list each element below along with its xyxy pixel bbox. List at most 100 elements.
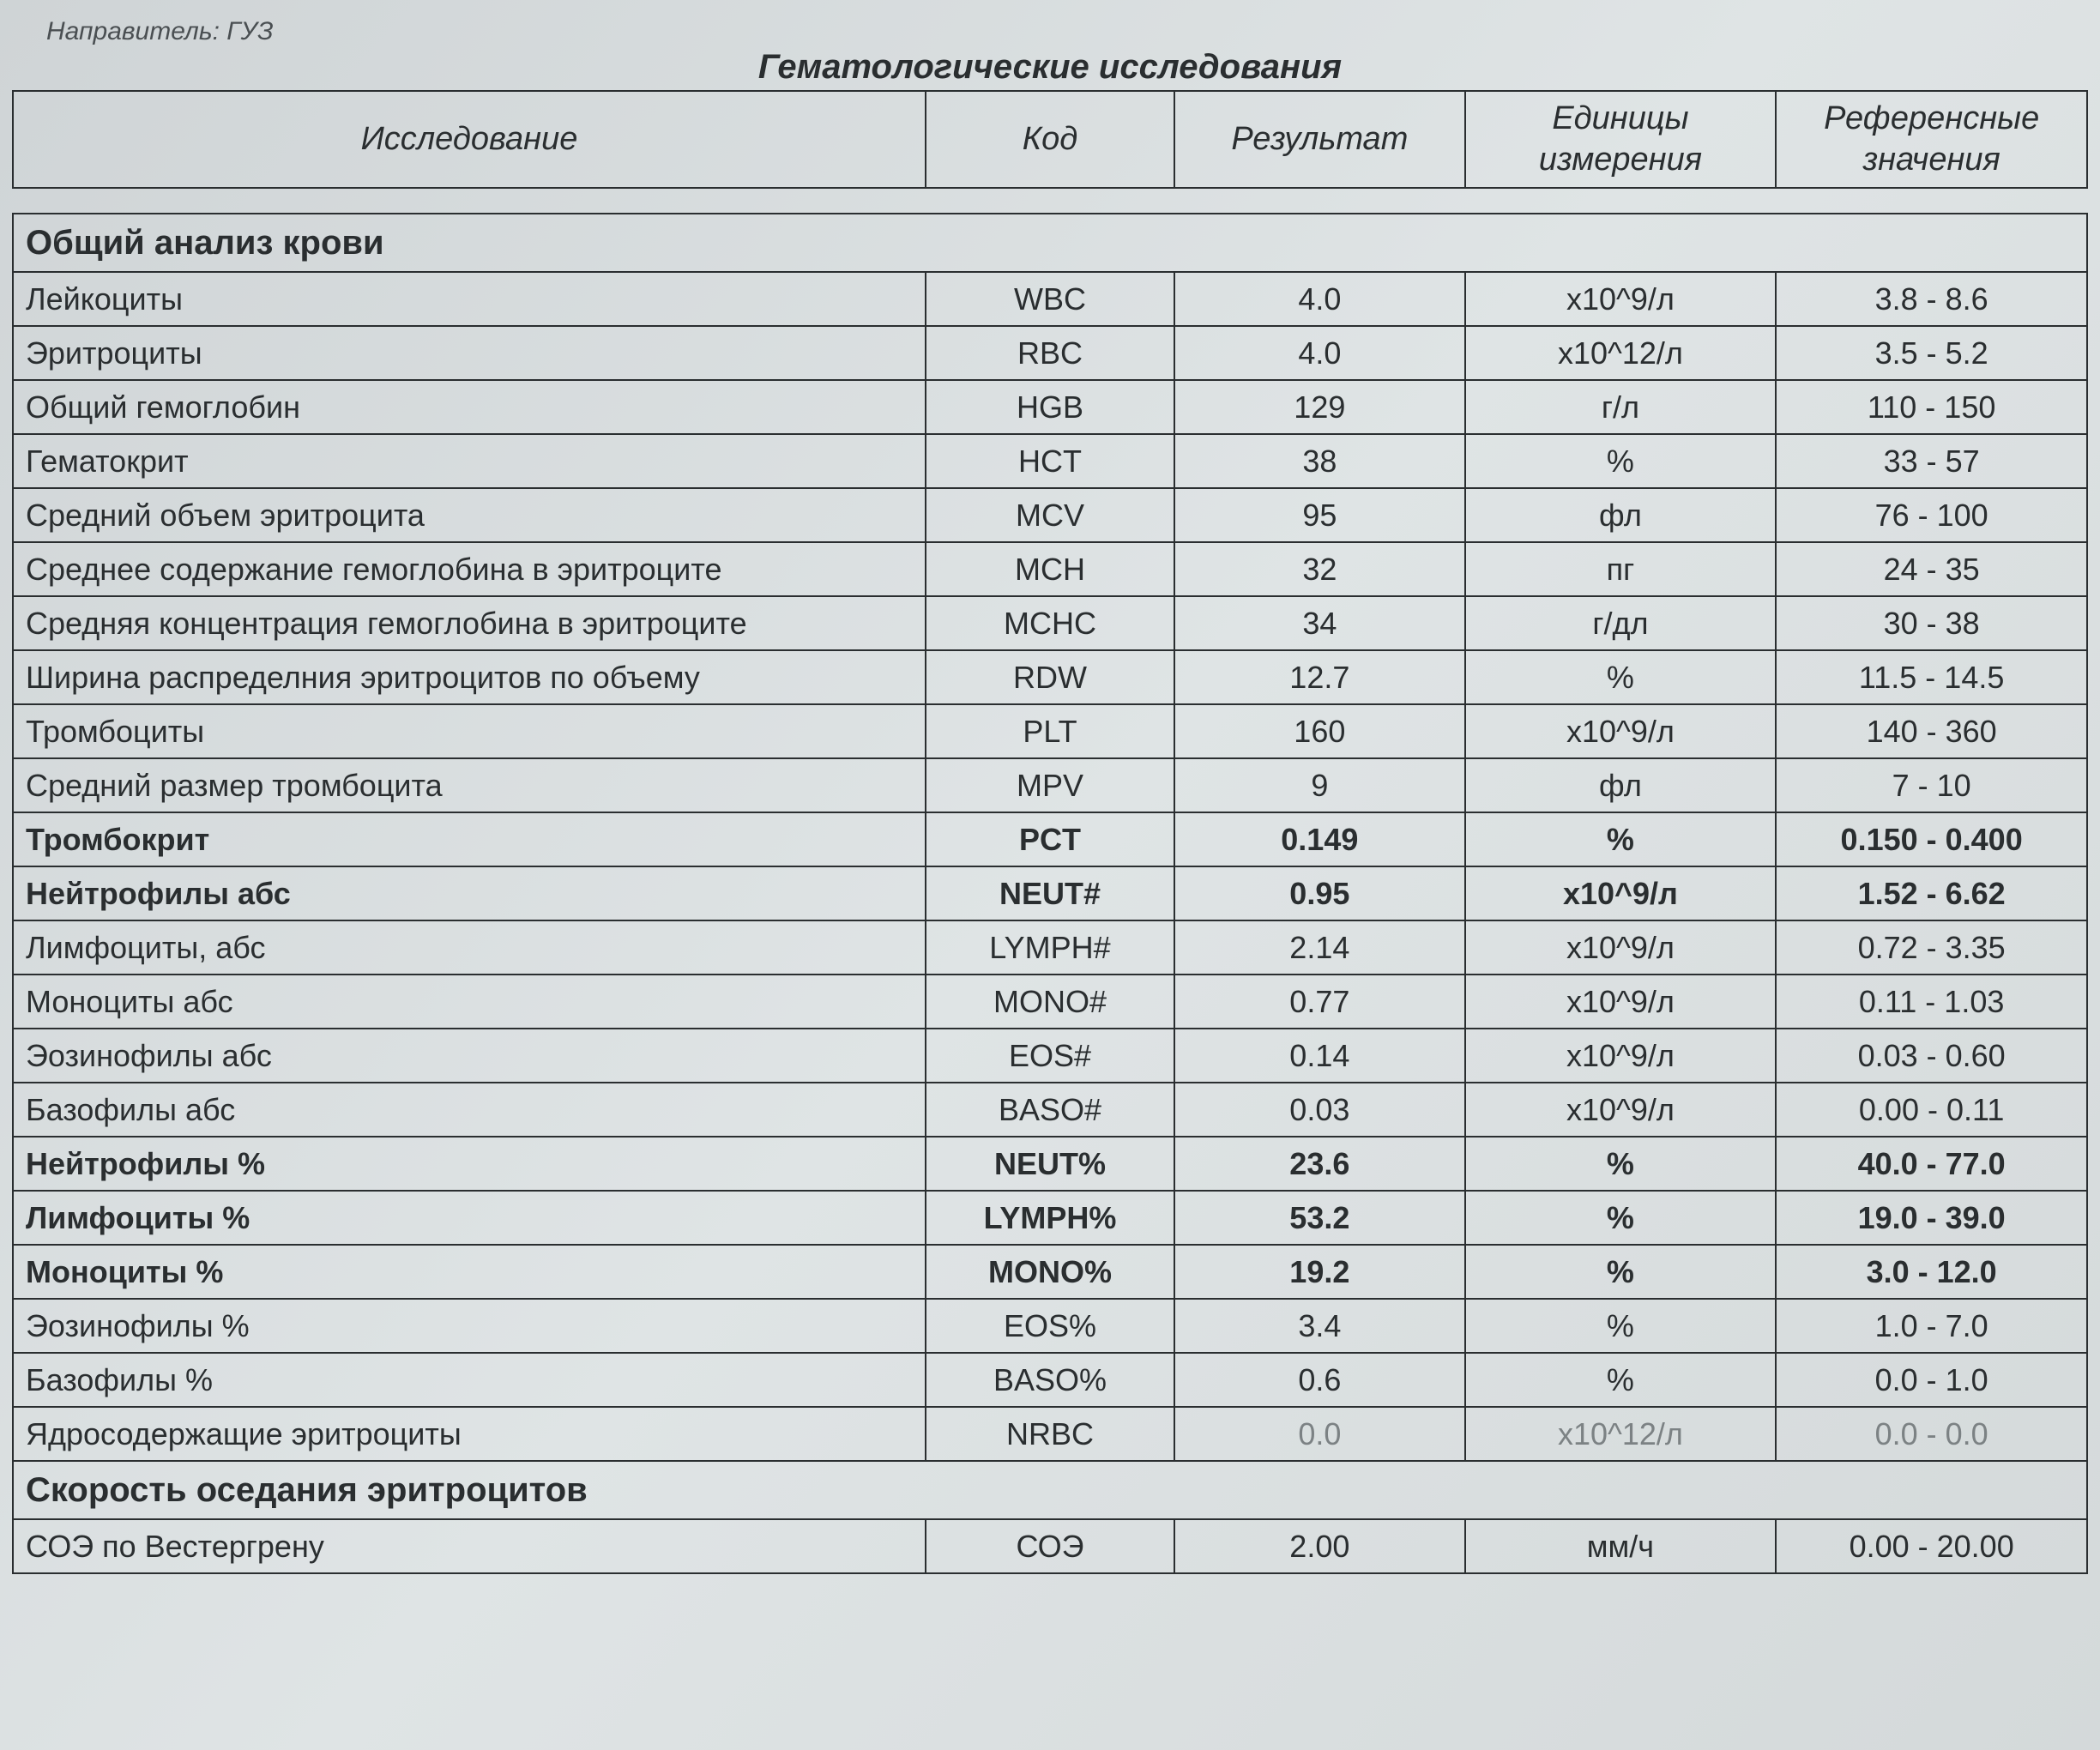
cell-result: 2.00 [1174,1519,1465,1573]
cell-ref: 0.03 - 0.60 [1776,1029,2087,1083]
cell-result: 0.6 [1174,1353,1465,1407]
cell-code: MCH [926,542,1174,596]
cell-test: Тромбоциты [13,704,926,758]
cell-ref: 1.52 - 6.62 [1776,866,2087,920]
cell-result: 0.149 [1174,812,1465,866]
cell-ref: 76 - 100 [1776,488,2087,542]
cell-units: % [1465,434,1777,488]
cell-ref: 0.0 - 0.0 [1776,1407,2087,1461]
table-row: ГематокритHCT38%33 - 57 [13,434,2087,488]
table-body: Общий анализ кровиЛейкоцитыWBC4.0x10^9/л… [13,188,2087,1573]
table-row: СОЭ по ВестергренуСОЭ2.00мм/ч0.00 - 20.0… [13,1519,2087,1573]
table-row: Среднее содержание гемоглобина в эритроц… [13,542,2087,596]
cell-ref: 0.72 - 3.35 [1776,920,2087,975]
cell-test: Нейтрофилы % [13,1137,926,1191]
cell-code: LYMPH# [926,920,1174,975]
cell-test: Базофилы абс [13,1083,926,1137]
cell-ref: 0.150 - 0.400 [1776,812,2087,866]
table-row: Моноциты %MONO%19.2%3.0 - 12.0 [13,1245,2087,1299]
cell-code: HGB [926,380,1174,434]
table-row: ЭритроцитыRBC4.0x10^12/л3.5 - 5.2 [13,326,2087,380]
cell-ref: 30 - 38 [1776,596,2087,650]
cell-test: Ядросодержащие эритроциты [13,1407,926,1461]
cell-ref: 0.11 - 1.03 [1776,975,2087,1029]
cell-result: 0.0 [1174,1407,1465,1461]
cell-units: фл [1465,758,1777,812]
table-row: Средний размер тромбоцитаMPV9фл7 - 10 [13,758,2087,812]
cell-test: Моноциты % [13,1245,926,1299]
cell-units: мм/ч [1465,1519,1777,1573]
cell-code: NEUT% [926,1137,1174,1191]
page-title: Гематологические исследования [12,48,2088,87]
table-row: Ширина распределния эритроцитов по объем… [13,650,2087,704]
cell-test: Ширина распределния эритроцитов по объем… [13,650,926,704]
cell-ref: 3.5 - 5.2 [1776,326,2087,380]
cell-code: MCV [926,488,1174,542]
table-row: Моноциты абсMONO#0.77x10^9/л0.11 - 1.03 [13,975,2087,1029]
table-row: Эозинофилы %EOS%3.4%1.0 - 7.0 [13,1299,2087,1353]
cell-result: 95 [1174,488,1465,542]
cell-result: 19.2 [1174,1245,1465,1299]
cell-code: HCT [926,434,1174,488]
cell-units: x10^9/л [1465,866,1777,920]
cell-units: x10^12/л [1465,1407,1777,1461]
cell-code: RDW [926,650,1174,704]
cell-units: x10^9/л [1465,272,1777,326]
table-row: Средний объем эритроцитаMCV95фл76 - 100 [13,488,2087,542]
cell-test: Эозинофилы % [13,1299,926,1353]
cell-ref: 40.0 - 77.0 [1776,1137,2087,1191]
cell-ref: 0.0 - 1.0 [1776,1353,2087,1407]
cell-result: 53.2 [1174,1191,1465,1245]
cell-units: x10^9/л [1465,1029,1777,1083]
cell-result: 0.95 [1174,866,1465,920]
cell-result: 4.0 [1174,272,1465,326]
cell-units: фл [1465,488,1777,542]
cell-test: СОЭ по Вестергрену [13,1519,926,1573]
table-row: ЛейкоцитыWBC4.0x10^9/л3.8 - 8.6 [13,272,2087,326]
col-code: Код [926,91,1174,188]
cell-units: % [1465,1353,1777,1407]
cell-result: 12.7 [1174,650,1465,704]
col-units: Единицы измерения [1465,91,1777,188]
cell-test: Нейтрофилы абс [13,866,926,920]
table-row: ТромбокритPCT0.149%0.150 - 0.400 [13,812,2087,866]
cell-code: MCHC [926,596,1174,650]
cell-units: % [1465,812,1777,866]
cell-result: 32 [1174,542,1465,596]
cell-result: 4.0 [1174,326,1465,380]
cell-test: Лимфоциты % [13,1191,926,1245]
cell-units: % [1465,1299,1777,1353]
referrer-label: Направитель: ГУЗ [12,17,2088,46]
cell-test: Базофилы % [13,1353,926,1407]
cell-code: BASO% [926,1353,1174,1407]
table-row: Нейтрофилы абсNEUT#0.95x10^9/л1.52 - 6.6… [13,866,2087,920]
cell-result: 34 [1174,596,1465,650]
cell-units: x10^9/л [1465,975,1777,1029]
cell-result: 0.03 [1174,1083,1465,1137]
col-test: Исследование [13,91,926,188]
cell-test: Эритроциты [13,326,926,380]
cell-code: MONO# [926,975,1174,1029]
cell-test: Лимфоциты, абс [13,920,926,975]
cell-ref: 7 - 10 [1776,758,2087,812]
cell-result: 3.4 [1174,1299,1465,1353]
cell-units: % [1465,1137,1777,1191]
cell-units: x10^9/л [1465,704,1777,758]
table-row: Лимфоциты, абсLYMPH#2.14x10^9/л0.72 - 3.… [13,920,2087,975]
table-row: Общий гемоглобинHGB129г/л110 - 150 [13,380,2087,434]
table-row: Базофилы абсBASO#0.03x10^9/л0.00 - 0.11 [13,1083,2087,1137]
cell-ref: 1.0 - 7.0 [1776,1299,2087,1353]
cell-code: EOS% [926,1299,1174,1353]
cell-test: Среднее содержание гемоглобина в эритроц… [13,542,926,596]
lab-results-table: Исследование Код Результат Единицы измер… [12,90,2088,1574]
cell-result: 23.6 [1174,1137,1465,1191]
cell-result: 9 [1174,758,1465,812]
section-header: Общий анализ крови [13,214,2087,272]
cell-result: 160 [1174,704,1465,758]
cell-code: NRBC [926,1407,1174,1461]
col-result: Результат [1174,91,1465,188]
cell-ref: 140 - 360 [1776,704,2087,758]
cell-code: LYMPH% [926,1191,1174,1245]
cell-ref: 33 - 57 [1776,434,2087,488]
cell-code: NEUT# [926,866,1174,920]
